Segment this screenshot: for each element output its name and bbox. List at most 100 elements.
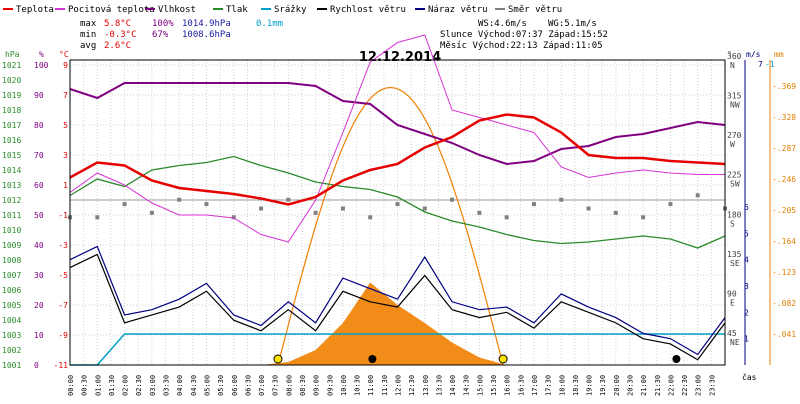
plot-border (69, 59, 726, 366)
wind-dir-point (177, 197, 182, 202)
x-tick: 08:30 (299, 375, 307, 396)
ms-tick: 6 (744, 203, 749, 212)
wind-dir-point (395, 202, 400, 207)
dir-tick: 225 (727, 171, 742, 180)
hpa-tick: 1018 (2, 106, 21, 115)
wind-dir-point (586, 206, 591, 211)
wind-dir-point (450, 197, 455, 202)
dir-tick: 180 (727, 210, 742, 219)
hpa-tick: 1019 (2, 91, 21, 100)
x-tick: 16:30 (517, 375, 525, 396)
mm-top-tick: -1 (765, 60, 775, 69)
x-tick: 13:00 (422, 375, 430, 396)
stat-min-temp: -0.3°C (104, 30, 137, 40)
dir-name: W (730, 140, 735, 149)
stat-max-temp: 5.8°C (104, 19, 131, 29)
wind-dir-point (259, 206, 264, 211)
dir-name: NE (730, 338, 740, 347)
pct-tick: 50 (34, 211, 44, 220)
wind-dir-point (149, 210, 154, 215)
hpa-tick: 1011 (2, 211, 21, 220)
c-tick: -11 (54, 361, 69, 370)
legend-label-5: Rychlost větru (330, 5, 406, 15)
x-tick: 10:30 (354, 375, 362, 396)
wind-dir-point (286, 197, 291, 202)
pct-tick: 0 (34, 361, 39, 370)
c-tick: -7 (58, 301, 68, 310)
x-tick: 23:00 (695, 375, 703, 396)
x-tick: 23:30 (708, 375, 716, 396)
c-tick: -3 (58, 241, 68, 250)
x-tick: 07:00 (258, 375, 266, 396)
x-tick: 12:00 (395, 375, 403, 396)
moonset-marker (368, 355, 377, 363)
x-tick: 16:00 (504, 375, 512, 396)
dir-tick: 90 (727, 289, 737, 298)
x-tick: 18:30 (572, 375, 580, 396)
plot-area (68, 34, 727, 366)
dir-name: E (730, 298, 735, 307)
hpa-tick: 1020 (2, 76, 21, 85)
stat-ws: WS:4.6m/s (478, 19, 527, 29)
ms-tick: 3 (744, 282, 749, 291)
dir-tick: 45 (727, 329, 737, 338)
x-tick: 00:30 (81, 375, 89, 396)
pct-tick: 10 (34, 331, 44, 340)
x-tick: 15:30 (490, 375, 498, 396)
legend-label-6: Náraz větru (428, 5, 488, 15)
hpa-tick: 1001 (2, 361, 21, 370)
x-tick: 11:30 (381, 375, 389, 396)
stat-min-hum: 67% (152, 30, 169, 40)
ms-axis-label: m/s (746, 50, 761, 59)
mm-tick: -.369 (772, 82, 796, 91)
wind-speed-line (69, 253, 726, 361)
x-tick: 01:00 (94, 375, 102, 396)
c-tick: -5 (58, 271, 68, 280)
x-tick: 18:00 (558, 375, 566, 396)
dir-tick: 270 (727, 131, 742, 140)
stat-max-hum: 100% (152, 19, 174, 29)
x-axis-unit: čas (742, 372, 757, 382)
hpa-tick: 1015 (2, 151, 21, 160)
mm-tick: -.205 (772, 206, 796, 215)
wind-gust-line (69, 245, 726, 356)
x-tick: 17:00 (531, 375, 539, 396)
x-tick: 02:30 (135, 375, 143, 396)
c-tick: 1 (63, 181, 68, 190)
x-tick: 21:00 (640, 375, 648, 396)
mm-tick: -.123 (772, 268, 796, 277)
dir-name: S (730, 219, 735, 228)
x-tick: 22:30 (681, 375, 689, 396)
stat-avg-temp: 2.6°C (104, 41, 131, 51)
hpa-tick: 1016 (2, 136, 21, 145)
x-tick: 14:30 (463, 375, 471, 396)
pct-tick: 100 (34, 61, 49, 70)
x-tick: 08:00 (285, 375, 293, 396)
temperature-line (69, 113, 726, 206)
x-tick: 02:00 (122, 375, 130, 396)
hpa-tick: 1009 (2, 241, 21, 250)
hpa-tick: 1004 (2, 316, 21, 325)
hpa-tick: 1006 (2, 286, 21, 295)
x-tick: 00:00 (67, 375, 75, 396)
stat-min-label: min (80, 30, 96, 40)
x-tick: 09:30 (326, 375, 334, 396)
hpa-tick: 1008 (2, 256, 21, 265)
sun-arc (277, 86, 504, 366)
c-axis-label: °C (59, 50, 69, 59)
wind-dir-point (340, 206, 345, 211)
wind-dir-point (559, 197, 564, 202)
wind-dir-point (531, 202, 536, 207)
c-tick: 3 (63, 151, 68, 160)
x-tick: 10:00 (340, 375, 348, 396)
wind-dir-point (695, 193, 700, 198)
pct-tick: 60 (34, 181, 44, 190)
dir-tick: 135 (727, 250, 742, 259)
chart-title: 12.12.2014 (359, 50, 441, 65)
x-tick: 05:00 (203, 375, 211, 396)
stat-sun: Slunce Východ:07:37 Západ:15:52 (440, 30, 608, 40)
stat-wg: WG:5.1m/s (548, 19, 597, 29)
x-tick: 12:30 (408, 375, 416, 396)
legend-label-1: Pocitová teplota (68, 5, 155, 15)
